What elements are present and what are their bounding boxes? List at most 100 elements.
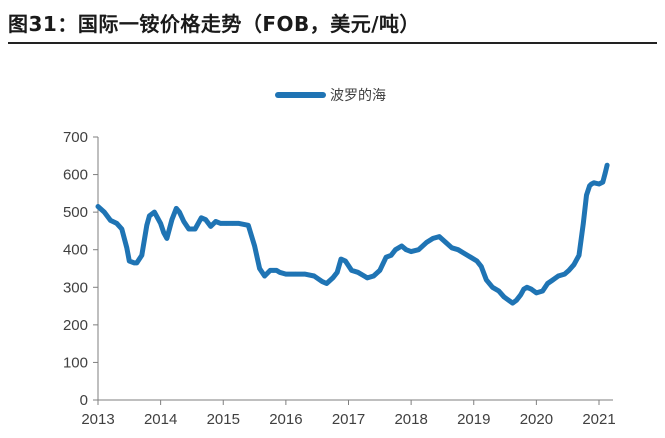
x-tick-label: 2017 — [332, 411, 365, 428]
data-point — [230, 221, 235, 226]
data-point — [399, 243, 404, 249]
data-point — [576, 253, 582, 258]
data-point — [320, 279, 325, 284]
legend-label-baltic: 波罗的海 — [330, 87, 386, 103]
data-point — [501, 294, 506, 299]
data-point — [388, 253, 394, 258]
data-point — [455, 247, 461, 252]
data-point — [127, 258, 132, 264]
y-tick-label: 700 — [63, 129, 88, 146]
data-point — [218, 221, 223, 226]
data-point — [603, 170, 608, 175]
data-point — [596, 181, 602, 187]
data-point — [506, 298, 511, 303]
data-point — [534, 290, 539, 296]
y-tick-label: 0 — [80, 392, 88, 409]
y-tick-label: 400 — [63, 242, 88, 259]
data-point — [257, 266, 262, 271]
data-point — [365, 275, 370, 281]
data-point — [330, 275, 335, 281]
data-point — [134, 260, 139, 266]
data-point — [252, 243, 257, 249]
data-point — [95, 204, 101, 209]
data-point — [403, 247, 409, 252]
data-point — [571, 262, 577, 267]
data-point — [158, 221, 163, 226]
data-point — [277, 270, 282, 275]
plot-area — [95, 162, 610, 306]
data-point — [192, 226, 198, 232]
data-point — [479, 264, 484, 269]
data-point — [161, 230, 166, 235]
data-point — [268, 268, 273, 273]
data-point — [416, 247, 421, 252]
data-point — [529, 287, 534, 292]
y-tick-label: 100 — [63, 354, 88, 371]
x-tick-label: 2018 — [394, 411, 427, 428]
data-point — [443, 240, 448, 245]
data-point — [181, 219, 186, 224]
data-point — [584, 193, 589, 198]
data-point — [424, 240, 429, 245]
data-point — [600, 179, 605, 185]
data-point — [152, 209, 157, 215]
data-point — [549, 278, 555, 283]
data-point — [302, 271, 307, 277]
data-point — [562, 271, 567, 277]
y-tick-label: 200 — [63, 317, 88, 334]
data-point — [591, 180, 597, 185]
x-tick-label: 2014 — [144, 411, 177, 428]
y-tick-label: 600 — [63, 167, 88, 184]
data-point — [566, 268, 572, 273]
chart-axes: 0 100 200 300 400 500 600 700 2013 2014 2015 2016 20… — [63, 129, 616, 428]
data-point — [349, 268, 354, 273]
data-point — [324, 281, 329, 286]
data-point — [437, 234, 442, 239]
data-point — [335, 270, 340, 275]
data-point — [521, 287, 526, 292]
y-tick-label: 300 — [63, 279, 88, 296]
data-point — [581, 221, 586, 226]
data-point — [496, 288, 501, 294]
chart-legend: 波罗的海 — [275, 87, 386, 103]
data-point — [449, 245, 454, 250]
data-point — [524, 285, 530, 290]
data-point — [144, 223, 149, 228]
data-point — [545, 281, 550, 286]
data-point — [338, 256, 344, 262]
data-point — [514, 298, 519, 303]
data-point — [164, 236, 170, 241]
data-point — [484, 277, 489, 282]
data-point — [213, 219, 218, 224]
data-point — [311, 273, 317, 279]
x-tick-label: 2019 — [457, 411, 490, 428]
series-line-baltic — [95, 162, 610, 306]
x-tick-label: 2020 — [520, 411, 553, 428]
data-point — [468, 255, 473, 260]
data-point — [510, 300, 515, 306]
data-point — [224, 221, 229, 226]
data-point — [119, 226, 125, 232]
data-point — [377, 268, 382, 273]
data-point — [462, 251, 467, 256]
data-point — [371, 273, 376, 279]
data-point — [293, 271, 298, 277]
data-point — [604, 163, 610, 168]
data-point — [262, 273, 267, 279]
data-point — [246, 223, 251, 228]
data-point — [208, 224, 213, 229]
x-tick-label: 2013 — [81, 411, 114, 428]
data-point — [383, 255, 389, 260]
data-point — [518, 292, 523, 297]
data-point — [174, 206, 179, 211]
data-point — [139, 253, 144, 258]
data-point — [169, 217, 175, 222]
data-point — [147, 213, 152, 219]
data-point — [430, 236, 436, 241]
data-point — [102, 209, 107, 215]
data-point — [355, 270, 361, 275]
y-tick-label: 500 — [63, 204, 88, 221]
x-tick-label: 2021 — [582, 411, 615, 428]
data-point — [203, 217, 208, 222]
